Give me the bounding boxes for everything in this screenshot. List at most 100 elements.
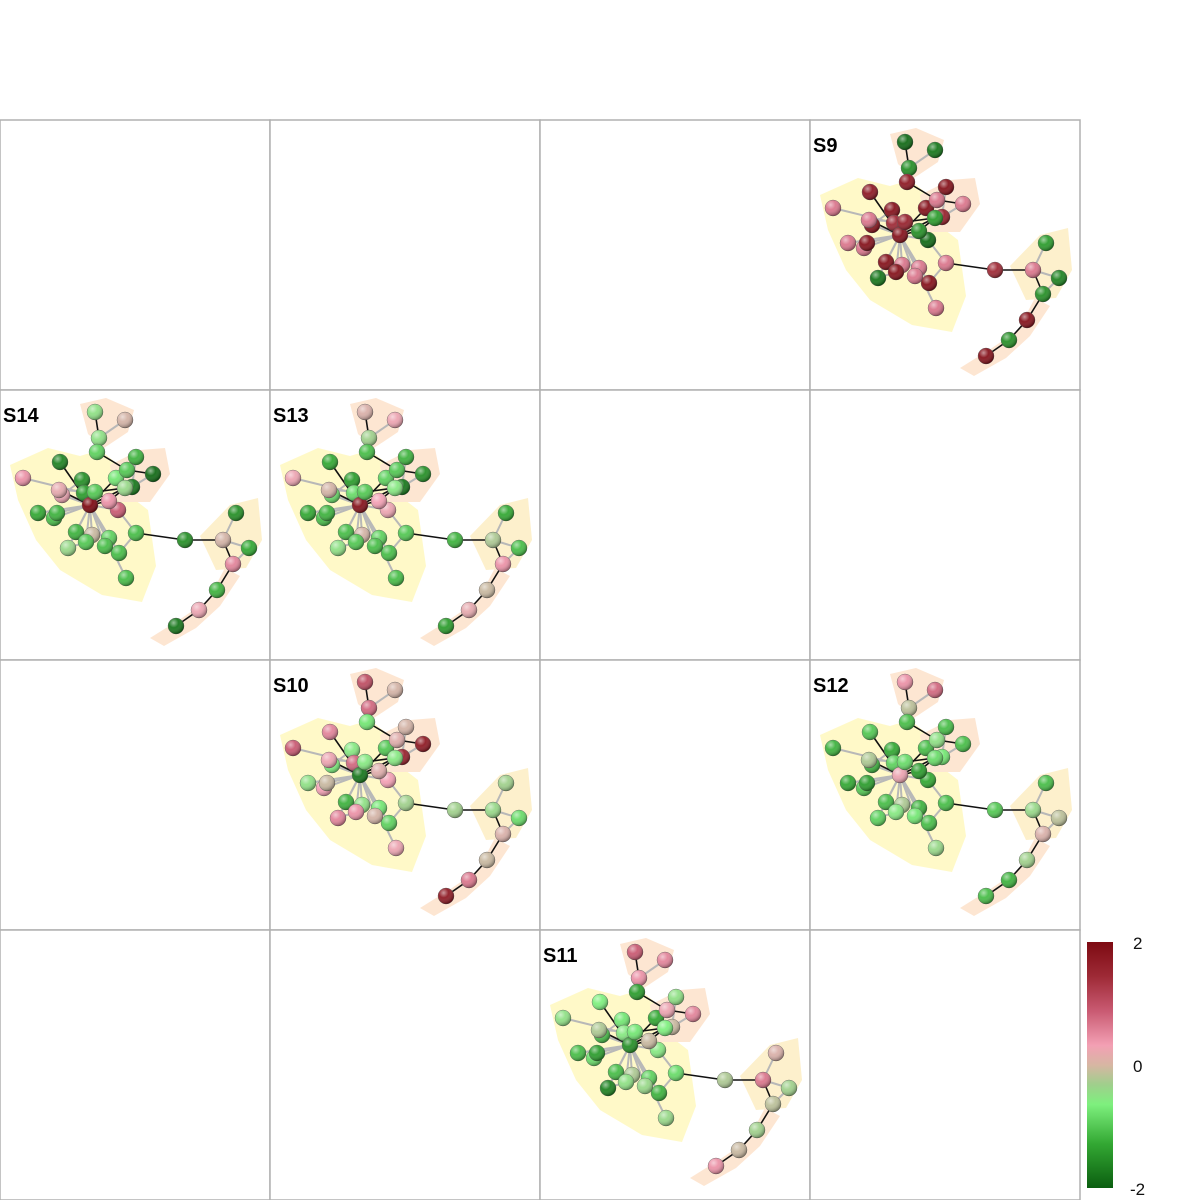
panel-label: S11: [543, 945, 577, 967]
gene-node-shade: [627, 1024, 643, 1040]
gene-node-shade: [321, 482, 337, 498]
gene-node-shade: [387, 682, 403, 698]
network-s10: S10: [273, 668, 532, 916]
panel: S12: [809, 659, 1081, 931]
gene-node-shade: [921, 815, 937, 831]
gene-node-shade: [128, 449, 144, 465]
gene-node-shade: [897, 674, 913, 690]
gene-node-shade: [928, 300, 944, 316]
gene-node-shade: [338, 524, 354, 540]
gene-node-shade: [398, 719, 414, 735]
gene-node-shade: [357, 404, 373, 420]
gene-node-shade: [1038, 775, 1054, 791]
panel-label: S9: [813, 135, 837, 157]
gene-node-shade: [78, 534, 94, 550]
edge: [945, 802, 996, 811]
gene-node-shade: [878, 254, 894, 270]
gene-node-shade: [145, 466, 161, 482]
gene-node-shade: [371, 493, 387, 509]
gene-node-shade: [897, 754, 913, 770]
gene-node-shade: [191, 602, 207, 618]
network-s12: S12: [813, 668, 1072, 916]
gene-node-shade: [51, 482, 67, 498]
gene-node-shade: [387, 750, 403, 766]
gene-node-shade: [511, 810, 527, 826]
gene-node-shade: [438, 618, 454, 634]
gene-node-shade: [589, 1045, 605, 1061]
gene-node-shade: [479, 852, 495, 868]
gene-node-shade: [344, 472, 360, 488]
panel: S10: [269, 659, 541, 931]
gene-node-shade: [592, 994, 608, 1010]
gene-node-shade: [285, 740, 301, 756]
panel: [0, 929, 271, 1200]
gene-node-shade: [319, 505, 335, 521]
gene-node-shade: [631, 970, 647, 986]
gene-node-shade: [91, 430, 107, 446]
colorbar-max-label: 2: [1133, 934, 1143, 953]
gene-node-shade: [641, 1033, 657, 1049]
network-s14: S14: [3, 398, 262, 646]
gene-node-shade: [899, 174, 915, 190]
gene-node-shade: [498, 775, 514, 791]
panel: [809, 929, 1081, 1200]
gene-node-shade: [1051, 270, 1067, 286]
gene-node-shade: [1035, 826, 1051, 842]
gene-node-shade: [668, 989, 684, 1005]
panel: S11: [539, 929, 811, 1200]
panel: [539, 119, 811, 391]
panel-border: [809, 929, 1081, 1200]
gene-node-shade: [921, 275, 937, 291]
gene-node-shade: [929, 732, 945, 748]
gene-node-shade: [319, 775, 335, 791]
gene-node-shade: [438, 888, 454, 904]
gene-node-shade: [68, 524, 84, 540]
gene-node-shade: [241, 540, 257, 556]
gene-node-shade: [118, 570, 134, 586]
gene-node-shade: [888, 264, 904, 280]
gene-node-shade: [657, 1020, 673, 1036]
edge: [405, 532, 456, 541]
gene-node-shade: [367, 808, 383, 824]
panel-border: [269, 119, 541, 391]
gene-node-shade: [570, 1045, 586, 1061]
gene-node-shade: [911, 223, 927, 239]
gene-node-shade: [929, 192, 945, 208]
gene-node-shade: [927, 682, 943, 698]
gene-node-shade: [938, 795, 954, 811]
gene-node-shade: [117, 412, 133, 428]
gene-node-shade: [955, 196, 971, 212]
gene-node-shade: [907, 268, 923, 284]
gene-node-shade: [495, 826, 511, 842]
gene-node-shade: [955, 736, 971, 752]
gene-node-shade: [387, 480, 403, 496]
network-s11: S11: [543, 938, 802, 1186]
gene-node-shade: [825, 200, 841, 216]
gene-node-shade: [322, 454, 338, 470]
gene-node-shade: [629, 984, 645, 1000]
colorbar: [1087, 942, 1113, 1188]
gene-node-shade: [608, 1064, 624, 1080]
edge: [945, 262, 996, 271]
gene-node-shade: [731, 1142, 747, 1158]
gene-node-shade: [668, 1065, 684, 1081]
gene-node-shade: [49, 505, 65, 521]
gene-node-shade: [1051, 810, 1067, 826]
gene-node-shade: [938, 719, 954, 735]
gene-node-shade: [901, 160, 917, 176]
gene-node-shade: [1025, 262, 1041, 278]
gene-node-shade: [555, 1010, 571, 1026]
gene-node-shade: [1019, 312, 1035, 328]
gene-node-shade: [511, 540, 527, 556]
panel-border: [0, 659, 271, 931]
gene-node-shade: [479, 582, 495, 598]
gene-node-shade: [447, 802, 463, 818]
panel: S13: [269, 389, 541, 661]
gene-node-shade: [637, 1078, 653, 1094]
gene-node-shade: [300, 505, 316, 521]
panel-border: [539, 659, 811, 931]
colorbar-mid-label: 0: [1133, 1057, 1143, 1076]
gene-node-shade: [387, 412, 403, 428]
gene-node-shade: [357, 674, 373, 690]
gene-node-shade: [344, 742, 360, 758]
